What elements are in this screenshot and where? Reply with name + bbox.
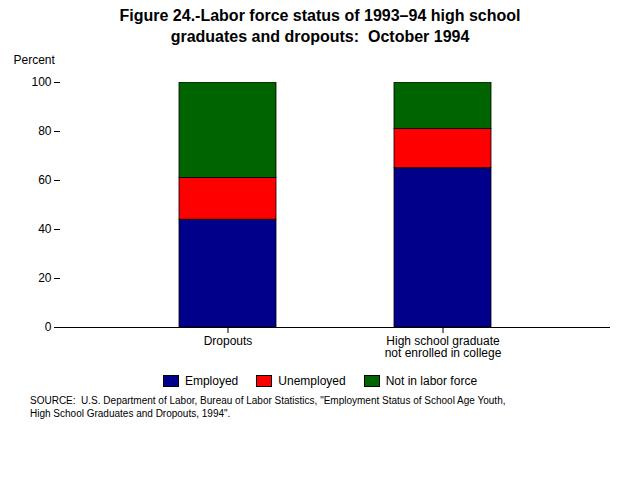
svg-text:Dropouts: Dropouts [204, 334, 253, 348]
html-text:SOURCE: U.S. Department of Lab: SOURCE: U.S. Department of Labor, Bureau… [30, 394, 506, 419]
svg-text:0: 0 [45, 320, 52, 334]
html-text:Employed: Employed [184, 373, 239, 388]
svg-text:High school graduatenot enroll: High school graduatenot enrolled in coll… [385, 334, 502, 360]
svg-text:20: 20 [38, 271, 52, 285]
html-text:Figure 24.-Labor force status: Figure 24.-Labor force status of 1993–94… [119, 7, 521, 45]
svg-text:40: 40 [38, 222, 52, 236]
html-text:Unemployed: Unemployed [278, 373, 346, 388]
svg-text:Percent: Percent [14, 53, 56, 67]
svg-text:100: 100 [31, 75, 51, 89]
svg-text:80: 80 [38, 124, 52, 138]
html-text:Not in labor force: Not in labor force [385, 373, 478, 388]
svg-text:60: 60 [38, 173, 52, 187]
